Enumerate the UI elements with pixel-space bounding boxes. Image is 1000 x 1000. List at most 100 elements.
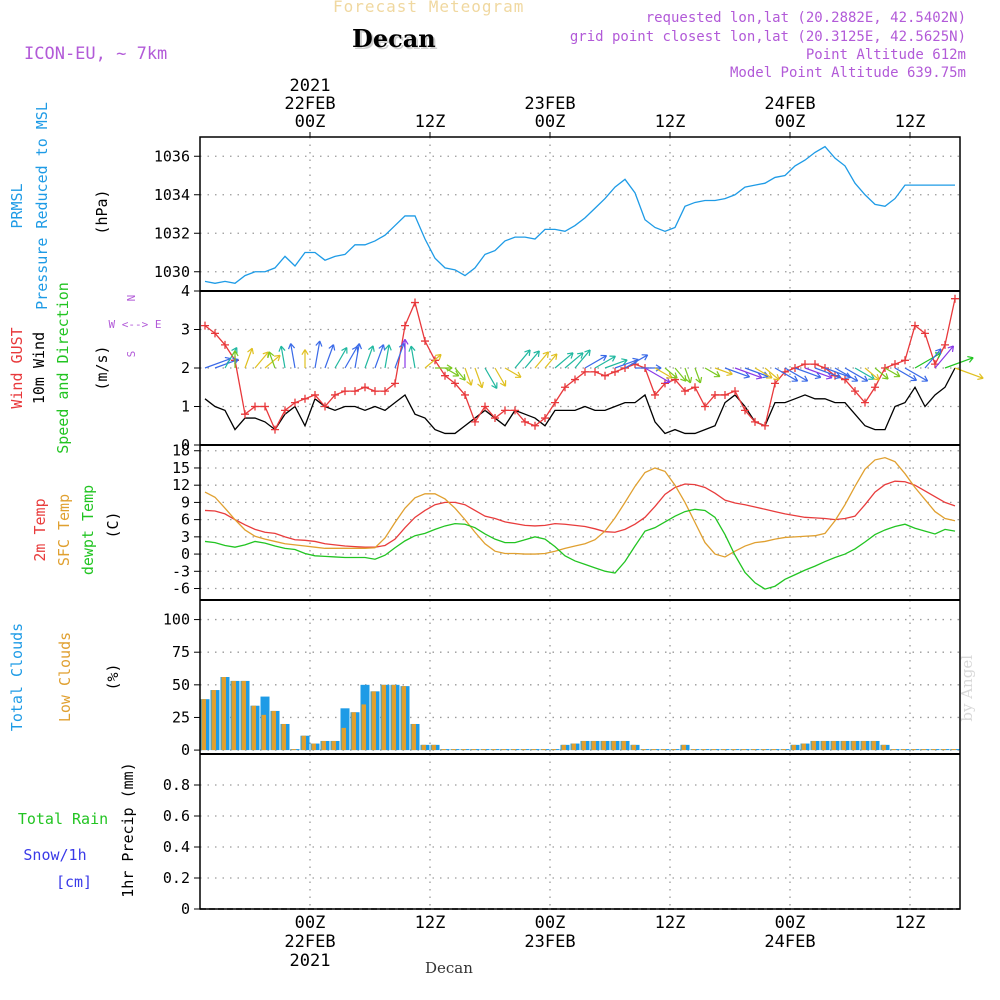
temp-line-dewpt	[204, 508, 956, 590]
wind-direction-arrowhead	[695, 376, 703, 384]
wind-direction-arrow	[384, 344, 390, 369]
wind-direction-arrowhead	[755, 372, 763, 380]
wind-direction-arrowhead	[825, 372, 833, 380]
ytick-label-temperature: 9	[181, 493, 190, 511]
low-cloud-bar	[561, 744, 566, 751]
wind-direction-arrowhead	[354, 343, 363, 350]
wind-direction-arrowhead	[514, 371, 522, 378]
ytick-label-temperature: 0	[181, 545, 190, 563]
wind-direction-arrowhead	[278, 345, 286, 352]
wind-direction-arrowhead	[814, 372, 822, 380]
low-cloud-bar	[301, 735, 306, 751]
wind-direction-arrowhead	[680, 375, 687, 382]
wind-direction-arrow	[464, 367, 472, 386]
wind-direction-arrowhead	[766, 372, 773, 379]
wind-direction-arrowhead	[435, 353, 442, 361]
ytick-label-pressure: 1032	[154, 224, 190, 242]
wind-direction-arrowhead	[452, 370, 460, 377]
wind-direction-arrow	[674, 367, 687, 382]
wind-gust-marker	[471, 417, 479, 426]
wind-direction-arrow	[314, 340, 321, 369]
wind-direction-arrowhead	[328, 344, 336, 351]
wind-direction-arrowhead	[301, 349, 309, 356]
wind-gust-marker	[851, 387, 859, 396]
ytick-label-clouds: 50	[172, 676, 190, 694]
low-cloud-bar	[541, 749, 546, 751]
low-cloud-bar	[871, 740, 876, 751]
wind-direction-arrowhead	[368, 345, 375, 352]
wind-direction-arrow	[884, 367, 901, 378]
wind-gust-line	[204, 298, 956, 432]
wind-direction-arrow	[594, 355, 616, 369]
ytick-label-temperature: 18	[172, 442, 190, 460]
low-cloud-bar	[621, 740, 626, 751]
wind-direction-arrowhead	[577, 352, 584, 359]
label-sfc-temp: SFC Temp	[55, 494, 73, 566]
wind-direction-arrow	[474, 367, 483, 388]
wind-gust-marker	[701, 402, 709, 411]
low-cloud-bar	[291, 749, 296, 751]
low-cloud-bar	[781, 749, 786, 751]
ytick-label-precip: 0.4	[163, 838, 190, 856]
wind-gust-marker	[321, 402, 329, 411]
ytick-label-clouds: 100	[163, 611, 190, 629]
ytick-label-temperature: 3	[181, 528, 190, 546]
wind-direction-arrowhead	[567, 352, 574, 359]
wind-direction-arrow	[704, 367, 721, 378]
ytick-label-pressure: 1030	[154, 263, 190, 281]
low-cloud-bar	[231, 680, 236, 751]
label-c: (C)	[104, 511, 122, 538]
wind-gust-marker	[711, 390, 719, 399]
wind-direction-arrowhead	[873, 373, 880, 381]
low-cloud-bar	[511, 749, 516, 751]
wind-gust-marker	[801, 360, 809, 369]
wind-direction-arrow	[504, 367, 522, 378]
low-cloud-bar	[431, 744, 436, 751]
wind-direction-arrow	[654, 367, 673, 379]
wind-direction-arrow	[924, 348, 942, 369]
wind-gust-marker	[521, 417, 529, 426]
wind-direction-arrowhead	[609, 355, 616, 362]
label-cm: [cm]	[56, 873, 92, 891]
wind-direction-arrow	[954, 367, 984, 379]
label-total-rain: Total Rain	[18, 810, 108, 828]
wind-direction-arrowhead	[491, 382, 498, 389]
wind-direction-arrowhead	[401, 338, 409, 345]
low-cloud-bar	[791, 744, 796, 751]
wind-direction-arrow	[754, 367, 773, 379]
low-cloud-bar	[891, 749, 896, 751]
time-label-top: 00Z	[775, 112, 806, 132]
low-cloud-bar	[571, 743, 576, 751]
time-label-top: 00Z	[535, 112, 566, 132]
wind-direction-arrow	[934, 345, 954, 369]
wind-direction-arrow	[734, 367, 763, 379]
time-label-top: 12Z	[895, 112, 926, 132]
low-cloud-bar	[691, 749, 696, 751]
label-10m-wind: 10m Wind	[30, 332, 48, 404]
low-cloud-bar	[931, 749, 936, 751]
wind-gust-marker	[451, 379, 459, 388]
wind-direction-arrow	[824, 367, 851, 378]
wind-gust-marker	[611, 367, 619, 376]
wind-direction-arrow	[280, 345, 286, 369]
wind-direction-arrowhead	[231, 347, 238, 354]
wind-direction-arrow	[394, 343, 405, 369]
wind-gust-marker	[211, 329, 219, 338]
low-cloud-bar	[531, 749, 536, 751]
ytick-label-precip: 0	[181, 900, 190, 918]
model-altitude: Model Point Altitude 639.75m	[729, 65, 966, 81]
ytick-label-precip: 0.6	[163, 807, 190, 825]
wind-direction-arrowhead	[977, 373, 984, 380]
wind-direction-arrowhead	[466, 379, 474, 386]
wind-gust-marker	[751, 417, 759, 426]
wind-gust-marker	[811, 360, 819, 369]
wind-gust-marker	[351, 387, 359, 396]
wind-direction-arrowhead	[773, 373, 780, 381]
wind-direction-arrowhead	[550, 353, 558, 360]
wind-gust-marker	[241, 410, 249, 419]
wind-gust-marker	[341, 387, 349, 396]
wind-gust-marker	[591, 367, 599, 376]
wind-direction-arrowhead	[287, 343, 296, 350]
ytick-label-precip: 0.2	[163, 869, 190, 887]
